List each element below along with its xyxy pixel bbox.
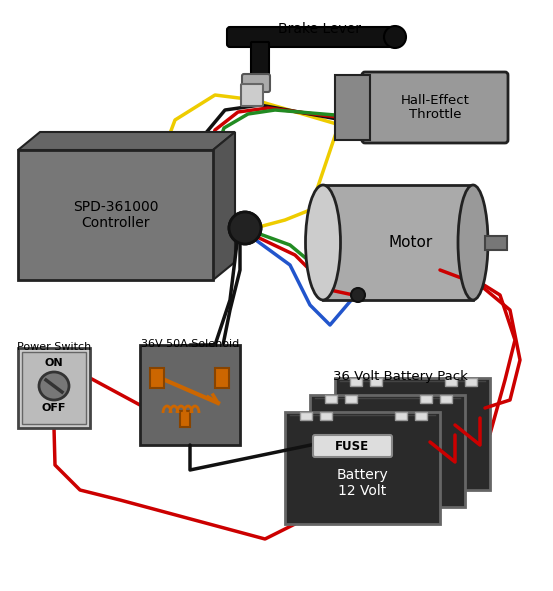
Text: ON: ON: [45, 358, 63, 368]
Bar: [420, 395, 432, 403]
FancyBboxPatch shape: [313, 435, 392, 457]
Text: 36V 50A Solenoid: 36V 50A Solenoid: [141, 339, 239, 349]
Text: Battery
12 Volt: Battery 12 Volt: [337, 468, 388, 498]
Polygon shape: [18, 132, 235, 150]
Bar: [440, 395, 452, 403]
Text: Power Switch: Power Switch: [17, 342, 91, 352]
Bar: [345, 395, 357, 403]
Bar: [180, 411, 190, 427]
FancyBboxPatch shape: [241, 84, 263, 106]
FancyBboxPatch shape: [251, 42, 269, 86]
Bar: [300, 412, 312, 420]
Bar: [335, 75, 370, 140]
Bar: [18, 150, 213, 280]
Bar: [370, 378, 382, 386]
Bar: [310, 395, 465, 507]
Text: 36 Volt Battery Pack: 36 Volt Battery Pack: [332, 370, 467, 383]
Ellipse shape: [458, 185, 488, 300]
Circle shape: [384, 26, 406, 48]
Bar: [415, 412, 427, 420]
Bar: [323, 185, 473, 300]
Bar: [285, 412, 440, 524]
Bar: [445, 378, 457, 386]
Text: Motor: Motor: [388, 235, 432, 250]
FancyBboxPatch shape: [227, 27, 393, 47]
Polygon shape: [213, 132, 235, 280]
FancyBboxPatch shape: [362, 72, 508, 143]
Bar: [320, 412, 332, 420]
Bar: [395, 412, 407, 420]
FancyBboxPatch shape: [242, 74, 270, 92]
Text: OFF: OFF: [42, 403, 66, 413]
Bar: [215, 368, 229, 388]
Text: Hall-Effect
Throttle: Hall-Effect Throttle: [400, 93, 469, 122]
Circle shape: [229, 212, 261, 244]
Ellipse shape: [39, 372, 69, 400]
Text: Brake Lever: Brake Lever: [279, 22, 362, 36]
Ellipse shape: [305, 185, 341, 300]
Text: FUSE: FUSE: [335, 440, 369, 453]
Circle shape: [229, 212, 261, 244]
Bar: [22, 352, 86, 424]
Bar: [465, 378, 477, 386]
Bar: [140, 345, 240, 445]
Text: SPD-361000
Controller: SPD-361000 Controller: [73, 200, 158, 230]
Bar: [335, 378, 490, 490]
Circle shape: [351, 288, 365, 302]
Bar: [325, 395, 337, 403]
Bar: [485, 235, 507, 249]
Bar: [150, 368, 164, 388]
Bar: [350, 378, 362, 386]
Bar: [18, 348, 90, 428]
